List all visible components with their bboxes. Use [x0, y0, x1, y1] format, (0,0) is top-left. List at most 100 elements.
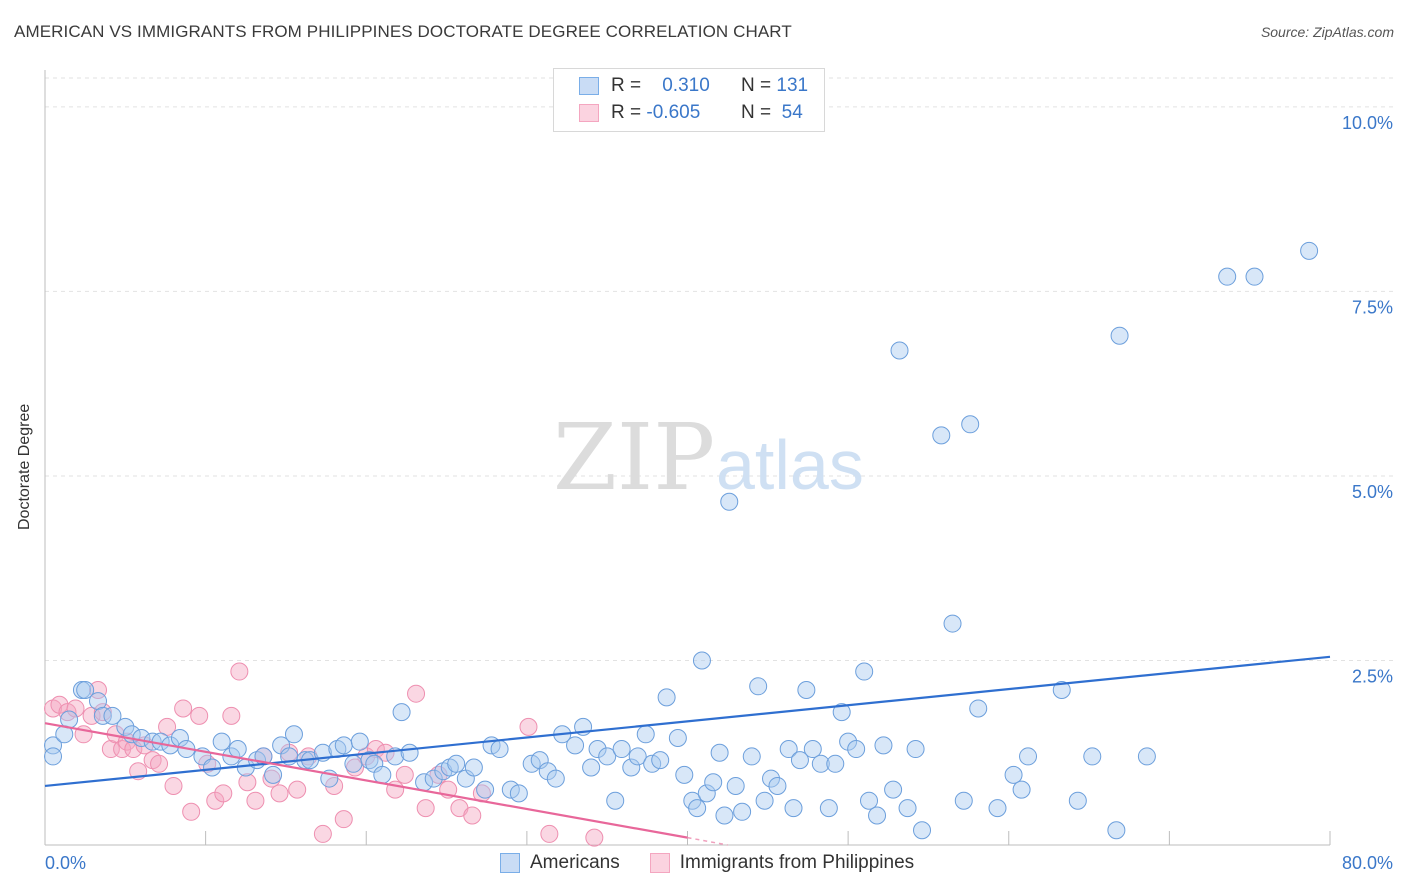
- correlation-legend: R = 0.310 N = 131 R = -0.605 N = 54: [553, 68, 825, 132]
- data-point-americans: [651, 751, 670, 770]
- data-point-americans: [726, 776, 745, 795]
- data-point-americans: [490, 740, 509, 759]
- data-point-americans: [657, 688, 676, 707]
- legend-row-philippines: R = -0.605 N = 54: [579, 102, 803, 124]
- y-tick-label: 2.5%: [1352, 666, 1393, 686]
- data-point-philippines: [182, 802, 201, 821]
- data-point-americans: [93, 706, 112, 725]
- data-point-americans: [612, 740, 631, 759]
- data-point-philippines: [150, 754, 169, 773]
- data-point-americans: [1052, 681, 1071, 699]
- data-point-americans: [688, 799, 707, 818]
- legend-r-value-americans: 0.310: [662, 75, 710, 96]
- data-point-americans: [710, 743, 729, 762]
- x-tick-label: 0.0%: [45, 853, 86, 873]
- tick-labels: 2.5% 5.0% 7.5% 10.0% 0.0% 80.0%: [45, 113, 1393, 873]
- data-point-americans: [819, 799, 838, 818]
- legend-swatch-americans: [579, 77, 599, 95]
- y-axis-label: Doctorate Degree: [16, 403, 33, 530]
- data-point-americans: [715, 806, 734, 825]
- data-point-americans: [1012, 780, 1031, 799]
- data-point-americans: [424, 769, 443, 788]
- data-point-americans: [400, 743, 419, 762]
- data-point-americans: [884, 780, 903, 799]
- y-tick-label: 7.5%: [1352, 297, 1393, 317]
- legend-swatch-americans: [500, 853, 520, 873]
- data-point-americans: [847, 740, 866, 759]
- data-point-philippines: [288, 780, 307, 799]
- data-point-americans: [116, 717, 135, 736]
- legend-item-americans[interactable]: Americans: [500, 852, 620, 874]
- data-point-americans: [582, 758, 601, 777]
- legend-r-americans: R = 0.310: [611, 75, 741, 97]
- data-point-philippines: [395, 765, 414, 784]
- legend-label-philippines: Immigrants from Philippines: [679, 852, 915, 873]
- data-point-americans: [697, 784, 716, 803]
- legend-n-value-philippines: 54: [781, 102, 803, 123]
- legend-r-value-philippines: -0.605: [646, 102, 701, 123]
- data-point-americans: [588, 740, 607, 759]
- data-point-americans: [768, 776, 787, 795]
- legend-n-value-americans: 131: [776, 75, 809, 96]
- data-point-philippines: [334, 810, 353, 829]
- data-point-philippines: [407, 684, 426, 703]
- watermark: ZIP atlas: [553, 404, 864, 511]
- data-point-philippines: [416, 799, 435, 818]
- data-point-philippines: [93, 703, 112, 722]
- data-point-americans: [868, 806, 887, 825]
- data-point-americans: [447, 754, 466, 773]
- legend-swatch-philippines: [649, 853, 670, 873]
- data-point-americans: [1004, 765, 1023, 784]
- data-point-philippines: [190, 706, 209, 725]
- data-point-americans: [811, 754, 830, 773]
- data-point-philippines: [463, 806, 482, 825]
- series-legend: Americans Immigrants from Philippines: [500, 852, 944, 874]
- data-point-philippines: [519, 717, 538, 736]
- data-point-americans: [228, 740, 247, 759]
- trendline-americans: [44, 655, 1331, 788]
- data-point-americans: [855, 662, 874, 681]
- data-point-americans: [913, 821, 932, 840]
- legend-n-label: N =: [741, 75, 772, 96]
- data-point-americans: [464, 758, 483, 777]
- data-point-americans: [546, 769, 565, 788]
- data-point-americans: [350, 732, 369, 751]
- data-point-americans: [628, 747, 647, 766]
- data-point-americans: [943, 614, 962, 633]
- data-point-americans: [797, 681, 816, 699]
- data-point-americans: [668, 728, 687, 747]
- data-point-americans: [749, 677, 768, 696]
- data-point-americans: [344, 754, 363, 773]
- data-point-americans: [636, 725, 655, 744]
- data-point-americans: [392, 703, 411, 722]
- data-point-americans: [932, 426, 951, 445]
- data-point-philippines: [313, 824, 332, 843]
- data-point-americans: [826, 754, 845, 773]
- data-point-americans: [476, 780, 495, 799]
- data-point-americans: [954, 791, 973, 810]
- data-point-americans: [898, 799, 917, 818]
- legend-row-americans: R = 0.310 N = 131: [579, 75, 808, 97]
- legend-r-philippines: R = -0.605: [611, 102, 741, 124]
- data-point-americans: [264, 765, 283, 784]
- x-tick-label: 80.0%: [1342, 853, 1393, 873]
- watermark-atlas: atlas: [716, 426, 864, 504]
- axes: [44, 70, 1331, 846]
- grid-lines: [45, 77, 1395, 661]
- data-point-americans: [373, 765, 392, 784]
- data-point-americans: [779, 740, 798, 759]
- data-point-philippines: [164, 776, 183, 795]
- data-point-americans: [1300, 241, 1319, 260]
- data-point-americans: [76, 681, 95, 699]
- data-point-americans: [784, 799, 803, 818]
- data-point-americans: [1019, 747, 1038, 766]
- legend-n-americans: N = 131: [741, 75, 808, 97]
- legend-r-label: R =: [611, 75, 642, 96]
- data-point-americans: [44, 747, 63, 766]
- legend-item-philippines[interactable]: Immigrants from Philippines: [649, 852, 915, 874]
- data-point-americans: [566, 736, 585, 755]
- data-point-americans: [284, 725, 303, 744]
- data-point-americans: [1083, 747, 1102, 766]
- data-point-americans: [103, 706, 122, 725]
